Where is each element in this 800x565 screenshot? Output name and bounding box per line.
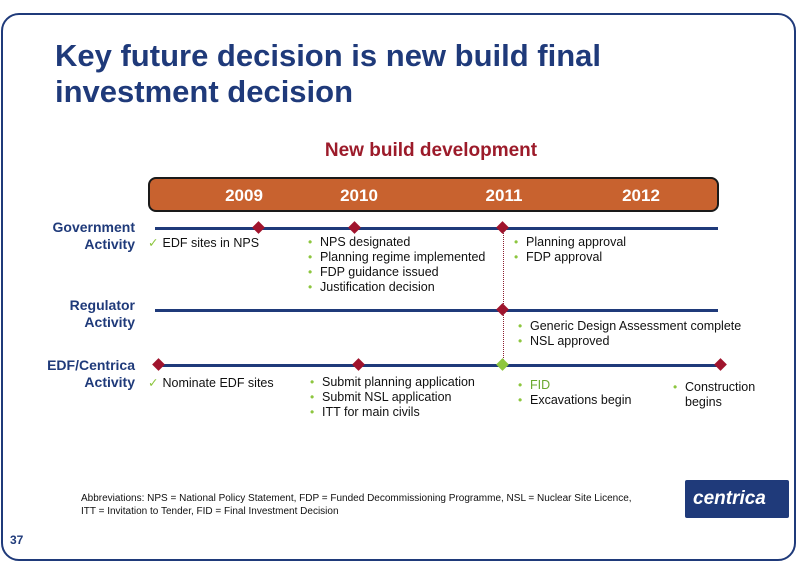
edf-2011-list: FID Excavations begin	[516, 378, 631, 408]
government-timeline	[155, 227, 718, 230]
government-2010-list: NPS designated Planning regime implement…	[306, 235, 485, 295]
list-item: Submit planning application	[308, 375, 475, 390]
list-item: ITT for main civils	[308, 405, 475, 420]
regulator-timeline	[155, 309, 718, 312]
list-item: Planning regime implemented	[306, 250, 485, 265]
chart-subtitle: New build development	[324, 140, 538, 161]
list-item: FID	[516, 378, 631, 393]
edf-timeline	[155, 364, 722, 367]
title-line-1: Key future decision is new build final	[55, 38, 602, 73]
check-icon: ✓	[148, 236, 159, 250]
abbreviations-note: Abbreviations: NPS = National Policy Sta…	[81, 493, 632, 517]
edf-check-item: ✓ Nominate EDF sites	[148, 376, 274, 390]
list-item: Construction begins	[671, 380, 755, 410]
title-line-2: investment decision	[55, 74, 354, 109]
page-title: Key future decision is new build final i…	[55, 38, 755, 110]
fid-connector	[503, 228, 504, 366]
government-check-item: ✓ EDF sites in NPS	[148, 236, 260, 250]
government-2011-list: Planning approval FDP approval	[512, 235, 626, 265]
list-item: FDP approval	[512, 250, 626, 265]
year-bar: 2009 2010 2011 2012	[148, 177, 719, 212]
list-item: Generic Design Assessment complete	[516, 319, 741, 334]
list-item: NPS designated	[306, 235, 485, 250]
row-label-edf-centrica: EDF/Centrica Activity	[47, 357, 135, 390]
list-item: Justification decision	[306, 280, 485, 295]
page-number: 37	[10, 533, 24, 547]
year-2011: 2011	[485, 186, 523, 205]
row-label-regulator: Regulator Activity	[69, 297, 135, 330]
check-icon: ✓	[148, 376, 159, 390]
row-label-government: Government Activity	[52, 219, 135, 252]
list-item: FDP guidance issued	[306, 265, 485, 280]
regulator-2011-list: Generic Design Assessment complete NSL a…	[516, 319, 741, 349]
list-item: Submit NSL application	[308, 390, 475, 405]
edf-2012-list: Construction begins	[671, 380, 755, 410]
year-2012: 2012	[622, 186, 660, 205]
list-item: Excavations begin	[516, 393, 631, 408]
year-2009: 2009	[225, 186, 263, 205]
year-2010: 2010	[340, 186, 378, 205]
list-item: NSL approved	[516, 334, 741, 349]
edf-2010-list: Submit planning application Submit NSL a…	[308, 375, 475, 420]
centrica-logo: centrica	[685, 480, 789, 518]
list-item: Planning approval	[512, 235, 626, 250]
